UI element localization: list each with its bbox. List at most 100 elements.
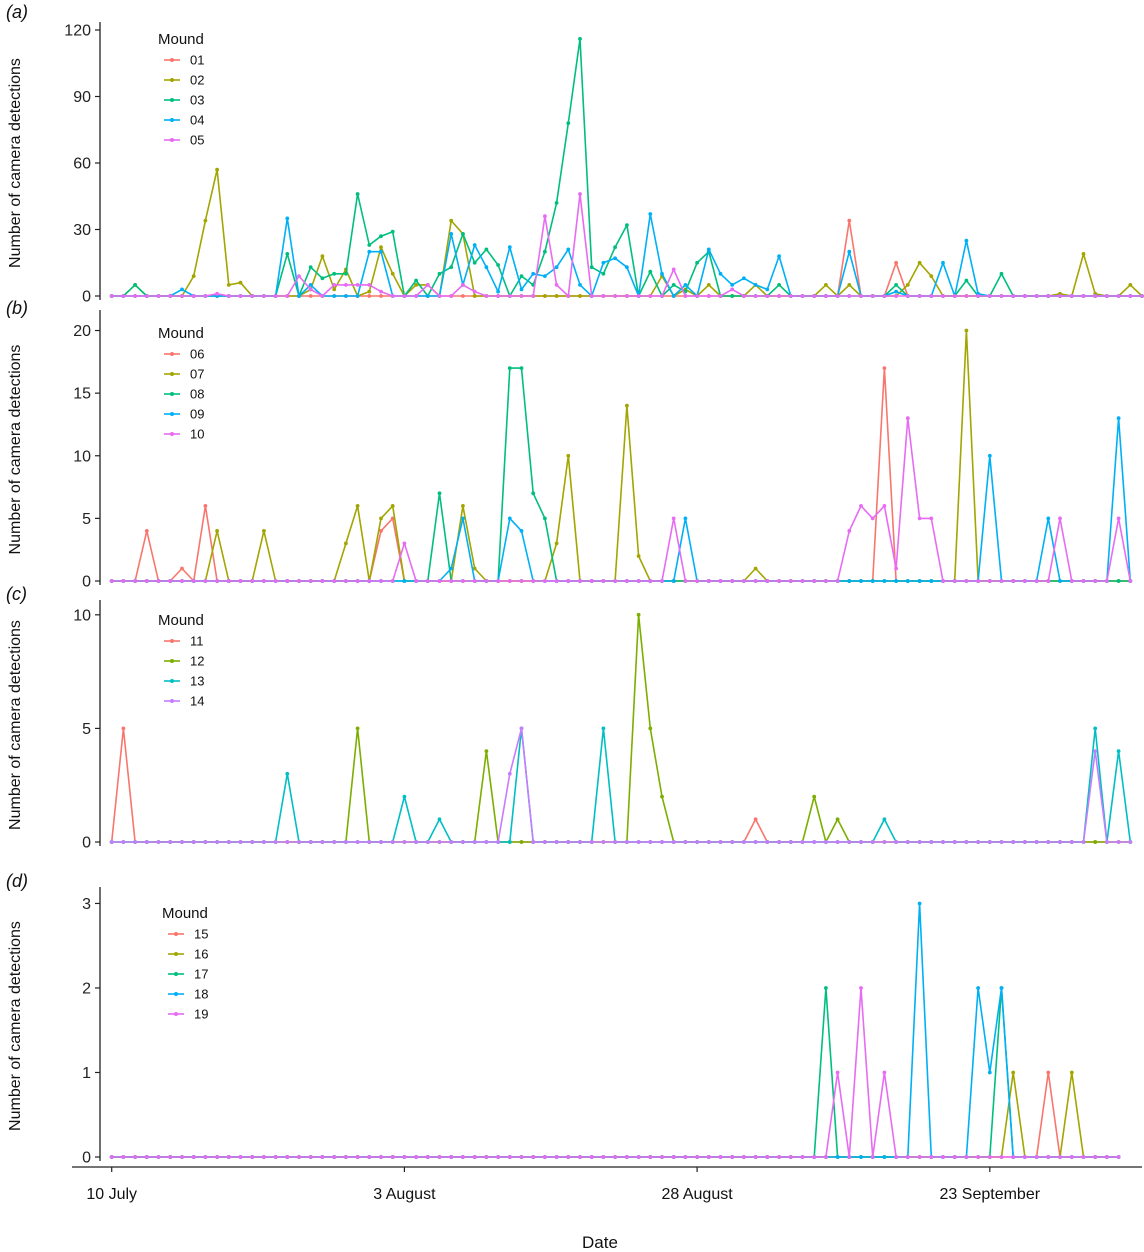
data-point <box>566 840 571 844</box>
data-point <box>121 579 126 583</box>
data-point <box>601 1155 606 1159</box>
data-point <box>1116 749 1121 753</box>
data-point <box>472 260 477 265</box>
data-point <box>847 529 852 533</box>
data-point <box>543 579 547 583</box>
data-point <box>964 840 969 844</box>
data-point <box>121 840 126 844</box>
data-point <box>566 579 571 583</box>
data-point <box>168 1155 173 1159</box>
data-point <box>882 817 887 822</box>
data-point <box>543 294 547 298</box>
data-point <box>554 1155 559 1159</box>
data-point <box>215 291 220 296</box>
legend-label: 15 <box>194 927 208 942</box>
data-point <box>320 294 325 298</box>
legend-item-05: 05 <box>164 133 204 148</box>
data-point <box>1023 579 1027 583</box>
data-point <box>636 840 641 844</box>
data-point <box>835 840 840 844</box>
data-point <box>215 167 220 172</box>
data-point <box>332 579 337 583</box>
data-point <box>367 579 372 583</box>
data-point <box>1046 1070 1051 1075</box>
data-point <box>496 1155 500 1159</box>
data-point <box>344 579 348 583</box>
data-point <box>1011 294 1016 298</box>
data-point <box>297 840 301 844</box>
data-point <box>601 726 606 731</box>
data-point <box>929 840 934 844</box>
data-point <box>765 287 770 292</box>
legend-label: 13 <box>190 674 204 689</box>
data-point <box>390 840 395 844</box>
data-point <box>133 283 138 287</box>
data-point <box>238 579 243 583</box>
legend-key-point <box>170 432 174 436</box>
data-point <box>941 840 945 844</box>
data-point <box>1058 579 1062 583</box>
data-point <box>917 260 922 265</box>
data-point <box>554 265 559 270</box>
y-tick-label: 5 <box>82 511 91 528</box>
data-point <box>1081 252 1086 256</box>
data-point <box>999 1155 1004 1159</box>
legend-key-point <box>174 992 178 996</box>
data-point <box>1034 840 1039 844</box>
data-point <box>1093 840 1098 844</box>
data-point <box>543 1155 547 1159</box>
data-point <box>367 294 372 298</box>
data-point <box>507 366 512 370</box>
data-point <box>589 579 594 583</box>
data-point <box>601 294 606 298</box>
data-point <box>390 294 395 298</box>
data-point <box>215 840 220 844</box>
data-point <box>449 840 454 844</box>
data-point <box>976 294 980 298</box>
data-point <box>133 294 138 298</box>
legend-item-10: 10 <box>164 427 204 442</box>
data-point <box>390 229 395 234</box>
data-point <box>133 840 138 844</box>
legend-item-02: 02 <box>164 73 204 88</box>
data-point <box>180 1155 184 1159</box>
data-point <box>484 579 489 583</box>
data-point <box>800 840 805 844</box>
data-point <box>625 840 629 844</box>
data-point <box>519 529 524 533</box>
series-line-18 <box>111 902 1119 1158</box>
data-point <box>636 294 641 298</box>
data-point <box>402 294 407 298</box>
data-point <box>531 579 536 583</box>
data-point <box>648 579 653 583</box>
legend-label: 07 <box>190 367 204 382</box>
y-tick-label: 0 <box>82 574 91 591</box>
data-point <box>554 579 559 583</box>
data-point <box>625 403 629 408</box>
data-point <box>1128 579 1133 583</box>
panel-d: (d) 0 1 2 3 Number of camera detections Mound 1… <box>6 871 1121 1167</box>
series-10 <box>109 416 1133 583</box>
series-line-02 <box>111 168 1143 297</box>
data-point <box>660 840 664 844</box>
data-point <box>355 192 360 196</box>
data-point <box>554 840 559 844</box>
data-point <box>250 1155 255 1159</box>
data-point <box>554 541 559 546</box>
data-point <box>636 1155 641 1159</box>
data-point <box>812 294 817 298</box>
data-point <box>636 579 641 583</box>
series-line-10 <box>111 417 1132 582</box>
data-point <box>472 1155 477 1159</box>
data-point <box>238 280 243 285</box>
data-point <box>578 192 582 196</box>
data-point <box>156 840 161 844</box>
data-point <box>379 1155 383 1159</box>
legend-title: Mound <box>158 31 204 48</box>
data-point <box>461 504 465 508</box>
data-point <box>835 1070 840 1075</box>
data-point <box>765 840 770 844</box>
data-point <box>507 840 512 844</box>
data-point <box>1058 1155 1062 1159</box>
data-point <box>1046 1155 1051 1159</box>
